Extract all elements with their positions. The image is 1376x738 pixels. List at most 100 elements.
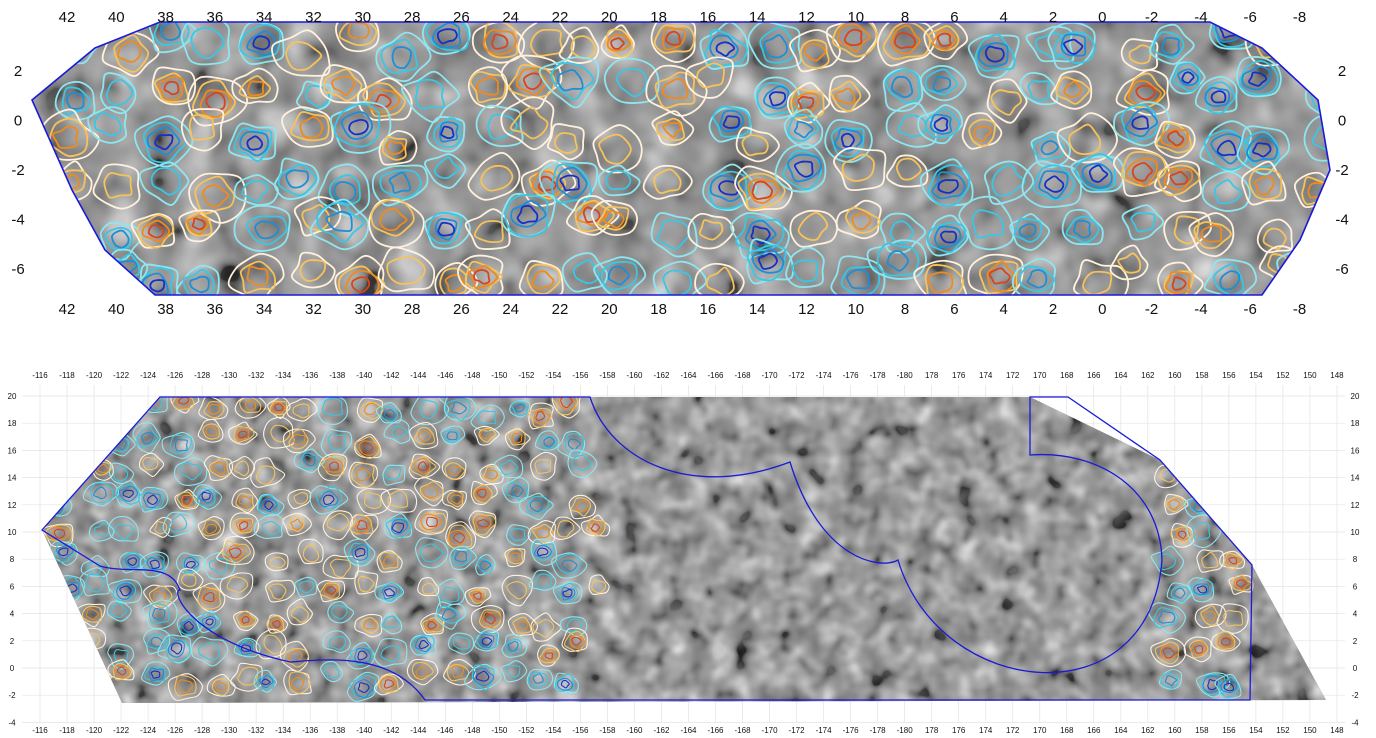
p1-contour-13-0 <box>650 22 697 63</box>
p2-contour-66-1 <box>138 487 165 511</box>
p1-contour-122-3 <box>516 204 539 225</box>
p2-contour-159-1 <box>360 617 379 634</box>
p2-x-tick-top-42: 160 <box>1168 371 1182 380</box>
p2-contour-121-2 <box>510 552 521 562</box>
p2-contour-202-1 <box>378 674 399 693</box>
p1-contour-54-0 <box>1236 56 1282 98</box>
p2-y-tick-right-11: -2 <box>1351 691 1359 700</box>
p1-contour-109-0 <box>1201 170 1251 212</box>
p1-contour-20-1 <box>974 34 1016 72</box>
p2-contour-64-0 <box>82 481 120 507</box>
p1-contour-15-1 <box>759 26 795 64</box>
p2-x-tick-top-35: 174 <box>979 371 993 380</box>
p1-contour-72-2 <box>793 120 814 139</box>
p2-contour-174-1 <box>165 636 191 662</box>
p2-contour-142-0 <box>501 574 533 607</box>
p1-contour-80-0 <box>1154 120 1196 159</box>
p1-contour-116-2 <box>254 220 280 240</box>
p1-contour-90-2 <box>333 181 357 203</box>
p1-contour-152-1 <box>600 260 638 291</box>
p2-contour-15-1 <box>511 401 528 417</box>
p1-x-tick-bottom-21: 0 <box>1098 301 1106 318</box>
p1-contour-14-3 <box>715 41 736 57</box>
p2-contour-108-1 <box>123 552 142 570</box>
p1-contour-19-3 <box>936 32 952 47</box>
p1-contour-124-2 <box>603 209 625 229</box>
p1-contour-161-1 <box>1018 265 1055 293</box>
p1-x-tick-top-0: 42 <box>59 9 76 26</box>
p2-contour-172-1 <box>113 648 129 664</box>
p2-contour-129-2 <box>116 582 134 600</box>
p1-contour-154-1 <box>706 266 735 295</box>
p1-contour-148-0 <box>434 262 479 295</box>
p2-contour-20-1 <box>1230 397 1255 418</box>
p1-contour-126-1 <box>698 219 724 241</box>
p2-contour-135-0 <box>294 576 318 598</box>
p2-x-tick-bottom-26: -168 <box>735 726 752 735</box>
p2-contour-174-2 <box>167 639 185 658</box>
p1-contour-6-1 <box>338 22 378 47</box>
p1-contour-47-0 <box>919 65 967 102</box>
p1-contour-95-3 <box>559 174 580 192</box>
p2-contour-44-1 <box>113 466 129 482</box>
p1-contour-1-0 <box>101 29 160 77</box>
p2-contour-108-3 <box>127 557 137 566</box>
p1-contour-33-1 <box>305 85 331 108</box>
p1-contour-16-2 <box>803 42 827 62</box>
p1-contour-37-1 <box>469 70 507 104</box>
p2-contour-12-1 <box>419 400 438 419</box>
p2-contour-120-0 <box>475 554 496 576</box>
p2-x-tick-top-25: -166 <box>707 371 724 380</box>
p1-contour-82-3 <box>1252 142 1272 158</box>
p2-contour-37-2 <box>543 436 555 448</box>
p2-contour-144-2 <box>561 586 576 601</box>
p2-contour-153-3 <box>183 621 194 631</box>
p2-contour-155-3 <box>241 615 250 624</box>
p2-contour-148-0 <box>1228 574 1254 595</box>
p1-contour-92-0 <box>423 153 467 189</box>
p1-contour-50-2 <box>1063 80 1083 98</box>
p2-contour-11-0 <box>375 402 402 424</box>
p2-contour-29-0 <box>282 428 316 454</box>
p2-contour-19-0 <box>1192 402 1219 424</box>
p1-contour-51-3 <box>1135 84 1156 101</box>
p1-contour-155-1 <box>746 244 787 282</box>
p1-contour-126-0 <box>687 212 735 250</box>
p1-contour-100-1 <box>782 150 823 191</box>
p2-contour-206-1 <box>505 664 521 678</box>
p1-contour-108-0 <box>1153 160 1202 203</box>
p2-contour-19-1 <box>1196 405 1214 423</box>
p2-contour-40-0 <box>1183 425 1214 454</box>
p1-y-tick-left-1: 0 <box>14 113 22 130</box>
p2-x-tick-top-38: 168 <box>1060 371 1074 380</box>
p2-contour-9-0 <box>317 397 349 425</box>
p2-y-tick-left-9: 2 <box>10 637 15 646</box>
p1-contour-71-1 <box>741 134 769 157</box>
p2-contour-16-1 <box>527 407 553 428</box>
p2-contour-146-2 <box>1173 587 1186 599</box>
p1-x-tick-bottom-8: 26 <box>453 301 470 318</box>
p1-contour-33-0 <box>295 80 333 112</box>
p1-x-tick-top-19: 4 <box>1000 9 1008 26</box>
p2-y-tick-left-10: 0 <box>10 664 15 673</box>
p2-contour-141-3 <box>472 592 482 600</box>
p2-contour-66-2 <box>142 492 161 509</box>
p1-contour-76-1 <box>968 118 996 148</box>
p2-contour-125-1 <box>1201 551 1219 569</box>
p2-contour-136-2 <box>323 583 339 598</box>
p1-contour-17-1 <box>832 22 879 58</box>
p1-contour-108-1 <box>1157 164 1201 197</box>
p1-y-tick-left-4: -6 <box>11 261 24 278</box>
p2-contour-112-1 <box>222 540 251 564</box>
p1-contour-98-2 <box>709 174 745 203</box>
p2-contour-10-1 <box>360 401 384 420</box>
p1-contour-133-2 <box>1018 223 1037 238</box>
p2-contour-155-1 <box>235 610 257 628</box>
p1-contour-95-2 <box>556 166 588 199</box>
p1-x-tick-bottom-24: -6 <box>1244 301 1257 318</box>
p2-x-tick-bottom-16: -148 <box>464 726 481 735</box>
p2-contour-7-3 <box>274 403 284 412</box>
p1-contour-106-2 <box>1081 162 1113 189</box>
p2-contour-137-0 <box>354 570 379 595</box>
p2-contour-21-0 <box>51 422 85 450</box>
